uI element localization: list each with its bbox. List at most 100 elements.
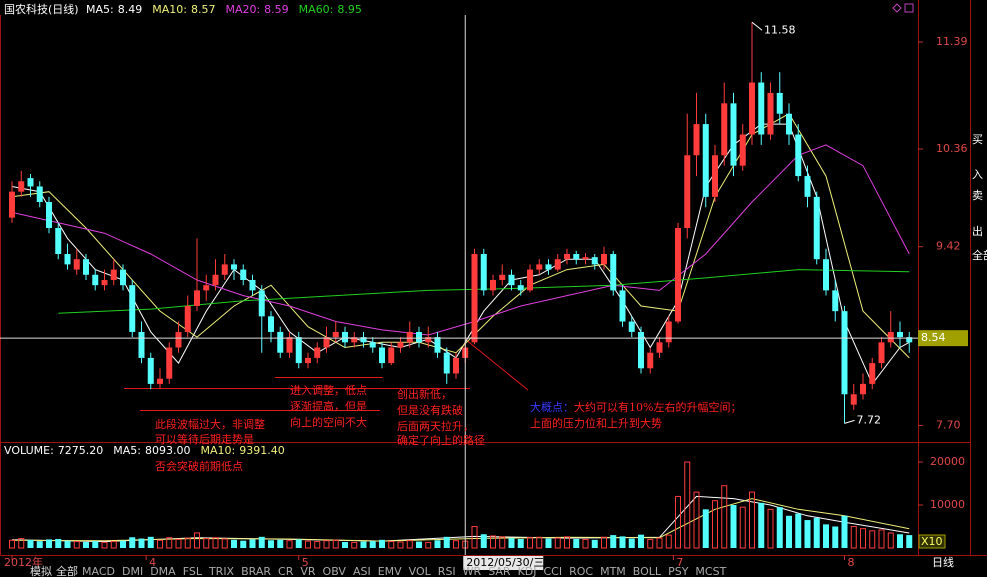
candle (795, 124, 802, 182)
volume-bar (203, 538, 210, 549)
side-button[interactable]: 买 (972, 133, 983, 146)
indicator-tab[interactable]: MCST (695, 565, 726, 577)
indicator-tab[interactable]: CR (278, 565, 294, 577)
candle-body (647, 352, 654, 369)
indicator-tab[interactable]: PSY (668, 565, 689, 577)
candle (138, 321, 145, 364)
volume-bar (9, 539, 15, 549)
indicator-tab[interactable]: TRIX (208, 565, 235, 577)
indicator-tab[interactable]: BOLL (633, 565, 662, 577)
y-tick-label: 11.39 (936, 35, 968, 48)
indicator-tab[interactable]: DMI (122, 565, 143, 577)
side-button[interactable]: 入 (972, 168, 983, 181)
volume-bar (249, 539, 256, 548)
volume-bar (897, 534, 903, 548)
candle-body (64, 253, 71, 265)
indicator-tab[interactable]: BRAR (241, 565, 271, 577)
candle (721, 82, 728, 166)
volume-bar (517, 538, 524, 548)
candle-body (804, 176, 811, 197)
indicator-tab[interactable]: CCI (544, 565, 563, 577)
candle (832, 279, 839, 322)
scale-label: X10 (921, 535, 943, 548)
annotation-line: 确定了向上的路径 (397, 433, 485, 447)
candle (675, 222, 681, 324)
candle-body (897, 331, 903, 338)
volume-bar (536, 536, 543, 549)
indicator-tab[interactable]: FSL (183, 565, 203, 577)
side-button[interactable]: 全部 (972, 248, 987, 262)
candle-body (240, 269, 247, 280)
candle (647, 347, 654, 374)
volume-bar (453, 540, 459, 549)
annotation-line: 进入调整，低点 (290, 383, 367, 397)
candle-body (675, 228, 681, 322)
candle-body (249, 279, 256, 291)
candle (656, 337, 663, 358)
candle-body (258, 290, 265, 317)
period-label[interactable]: 日线 (932, 555, 954, 569)
candle-body (684, 155, 691, 229)
candle (638, 326, 644, 374)
candle-body (138, 331, 145, 358)
candle (305, 352, 311, 369)
volume-bar (277, 539, 284, 548)
y-tick-label: 9.42 (936, 240, 961, 253)
annotation: 创出新低， (397, 387, 452, 401)
scale-box (918, 534, 946, 549)
side-button[interactable]: 出 (972, 224, 983, 238)
volume-bar (545, 538, 552, 548)
annotation: 否会突破前期低点 (155, 459, 243, 473)
volume-bar (73, 541, 80, 549)
side-button[interactable]: 卖 (972, 189, 983, 202)
indicator-tab[interactable]: MTM (600, 565, 626, 577)
indicator-tab[interactable]: WR (463, 565, 482, 577)
indicator-tab[interactable]: KDJ (518, 565, 537, 577)
candle-body (55, 228, 62, 254)
volume-bar (443, 536, 450, 548)
volume-bar (129, 537, 136, 548)
indicator-tab[interactable]: VOL (409, 565, 432, 577)
tab[interactable]: 模拟 (30, 564, 52, 577)
volume-bar (554, 537, 561, 549)
candle-body (453, 357, 459, 374)
tab[interactable]: 全部 (56, 564, 78, 577)
candle (628, 316, 635, 338)
candle-body (46, 202, 52, 229)
volume-bar (268, 540, 274, 548)
legend-label: MA20: (225, 3, 260, 16)
candle-body (342, 331, 348, 343)
indicator-tab[interactable]: EMV (378, 565, 402, 577)
candle (388, 342, 395, 366)
volume-bar (55, 538, 62, 548)
volume-bar (619, 536, 626, 548)
indicator-tab[interactable]: RSI (438, 565, 456, 577)
indicator-tab[interactable]: ASI (353, 565, 371, 577)
candle-body (610, 253, 617, 291)
volume-bar (887, 532, 894, 549)
candle (92, 269, 99, 291)
indicator-tab[interactable]: MACD (82, 565, 115, 577)
candle (397, 337, 404, 353)
indicator-tab[interactable]: ROC (569, 565, 593, 577)
candle-body (739, 134, 746, 166)
indicator-tab[interactable]: VR (300, 565, 316, 577)
indicator-tab[interactable]: OBV (323, 565, 347, 577)
candle (120, 264, 126, 291)
candle-body (73, 259, 80, 270)
candle-body (573, 253, 580, 260)
candle-body (758, 82, 765, 135)
volume-bar (749, 491, 755, 549)
candle-body (767, 92, 774, 135)
candle (850, 383, 857, 410)
legend-value: 8.59 (264, 3, 289, 16)
candle-body (564, 253, 570, 260)
indicator-tab[interactable]: DMA (150, 565, 176, 577)
indicator-tab[interactable]: SAR (488, 565, 511, 577)
crosshair-date-box (463, 556, 544, 570)
candle-body (490, 279, 496, 291)
icon-diamond[interactable] (892, 3, 902, 13)
icon-square[interactable] (904, 3, 914, 13)
volume-legend: VOLUME: 7275.20 MA5: 8093.00 MA10: 9391.40 (4, 444, 285, 457)
legend-label: MA10: (152, 3, 187, 16)
